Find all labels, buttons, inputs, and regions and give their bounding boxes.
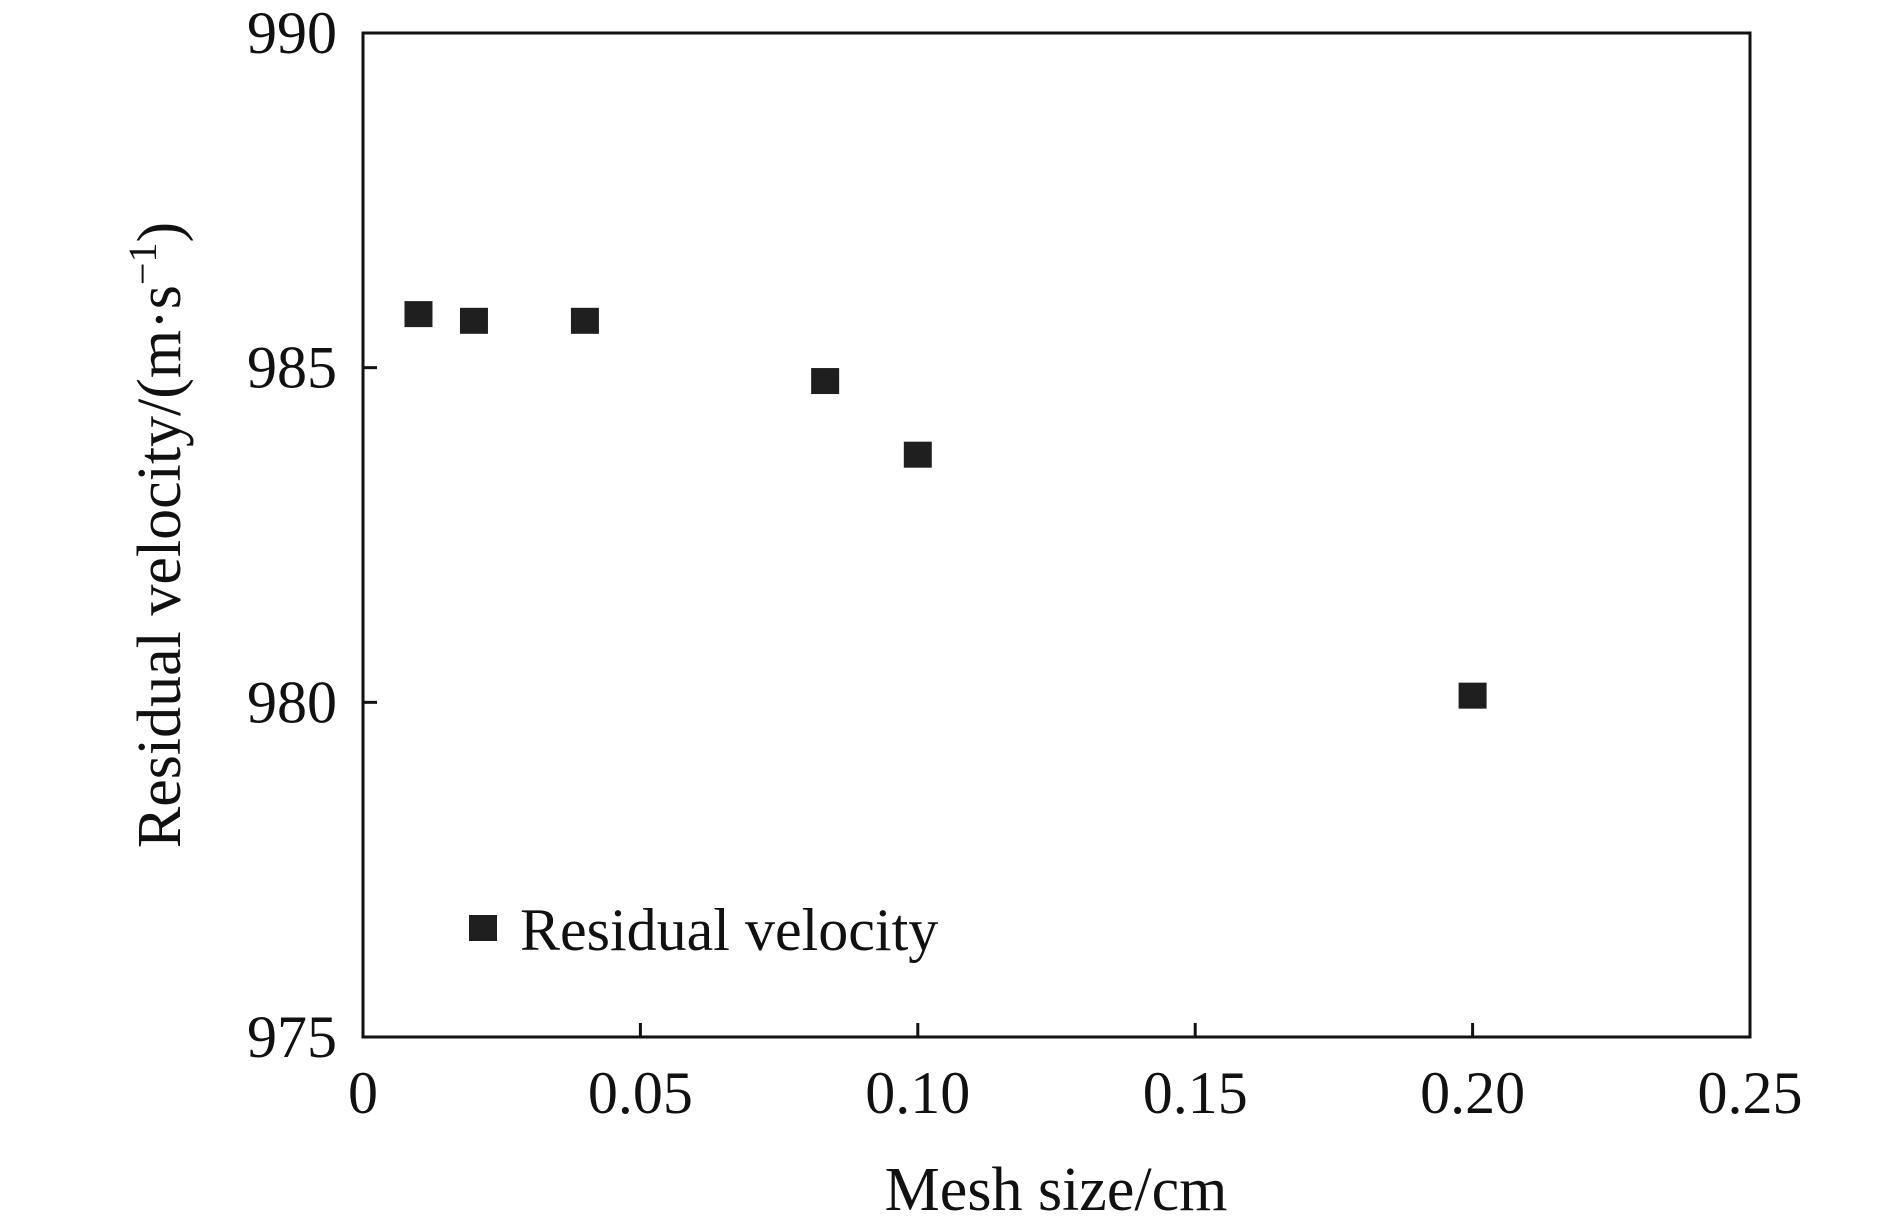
x-tick-label: 0.15	[1143, 1060, 1248, 1126]
x-tick-label: 0.20	[1420, 1060, 1525, 1126]
data-point	[903, 441, 932, 468]
x-tick-label: 0	[348, 1060, 378, 1126]
x-tick-label: 0.10	[865, 1060, 970, 1126]
x-axis-title: Mesh size/cm	[885, 1156, 1228, 1216]
y-axis-title-close: )	[126, 222, 194, 243]
data-point	[404, 301, 433, 328]
data-point	[811, 368, 840, 395]
y-tick-label: 975	[247, 1004, 337, 1070]
legend-marker	[469, 915, 497, 941]
x-axis: 0 0.05 0.10 0.15 0.20 0.25	[348, 1023, 1803, 1126]
y-axis-title-superscript: −1	[120, 243, 165, 286]
plot-frame	[361, 31, 1752, 1039]
y-axis-title: Residual velocity/(m·s−1)	[120, 222, 194, 848]
y-axis-title-main: Residual velocity/(m·s	[126, 285, 194, 848]
y-tick-label: 990	[247, 0, 337, 66]
data-point	[570, 307, 599, 334]
legend: Residual velocity	[469, 897, 938, 963]
x-tick-label: 0.05	[588, 1060, 693, 1126]
x-tick-label: 0.25	[1698, 1060, 1803, 1126]
data-point	[1458, 682, 1487, 709]
legend-label: Residual velocity	[520, 897, 938, 963]
y-tick-label: 980	[247, 669, 337, 735]
data-points	[404, 301, 1487, 709]
data-point	[459, 307, 488, 334]
y-tick-label: 985	[247, 335, 337, 401]
y-axis: 975 980 985 990	[247, 0, 377, 1070]
